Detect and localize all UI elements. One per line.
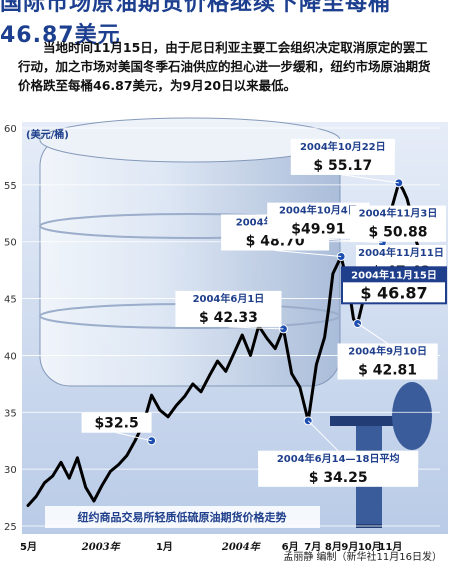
annotation-date: 2004年10月22日 — [300, 140, 386, 153]
x-axis-label: 6月 — [281, 542, 299, 553]
annotation-price: $32.5 — [94, 416, 138, 432]
y-tick-label: 30 — [4, 465, 17, 476]
y-tick-label: 45 — [4, 295, 17, 306]
x-axis-label: 7月 — [304, 542, 322, 553]
y-axis-label: (美元/桶) — [26, 128, 69, 141]
annotation-leader — [342, 174, 399, 184]
annotation-leader — [228, 326, 284, 330]
annotation-price: $ 55.17 — [313, 158, 372, 174]
price-chart: 25 30 35 40 45 50 55 60 (美元/桶) $32.5 2004年6月1日 $ … — [4, 117, 448, 534]
footer-credit: 孟丽静 编制（新华社11月16日发） — [283, 552, 442, 563]
annotation-date-band — [356, 245, 446, 261]
chart-title-box — [45, 506, 320, 528]
annotation-date-band — [175, 290, 282, 306]
annotation-date-band — [290, 138, 395, 154]
annotation-date: 2004年11月11日 — [358, 246, 444, 259]
annotation-leader — [357, 323, 388, 344]
annotation-date: 2004年10月4日 — [279, 204, 358, 217]
y-tick-label: 50 — [4, 238, 17, 249]
x-axis-label: 8月 — [324, 542, 342, 553]
annotation-price: $49.91 — [291, 222, 345, 238]
annotation-leader — [275, 249, 342, 257]
x-axis-label: 1月 — [155, 542, 173, 553]
annotation-leader — [116, 432, 152, 442]
annotation-box — [81, 412, 152, 433]
annotation-price: $ 46.87 — [360, 283, 427, 302]
lede-paragraph: 当地时间11月15日，由于尼日利亚主要工会组织决定取消原定的罢工行动，加之市场对… — [18, 40, 431, 93]
data-point-marker — [394, 178, 404, 188]
annotation-date-band — [337, 343, 438, 359]
annotation-price: $ 34.25 — [309, 470, 368, 486]
chart-title: 纽约商品交易所轻质低硫原油期货价格走势 — [78, 510, 287, 524]
y-tick-label: 60 — [4, 124, 17, 135]
annotation-date-band — [267, 202, 370, 218]
annotation-labels: $32.5 2004年6月1日 $ 42.33 2004年6月14—18日平均 $ 34… — [81, 138, 447, 487]
annotation-date-band — [258, 450, 419, 466]
x-axis-label: 9月 — [341, 542, 359, 553]
annotation-date: 2004年6月14—18日平均 — [277, 452, 400, 465]
headline: 国际市场原油期货价格继续下降至每桶46.87美元 — [0, 0, 392, 48]
annotation-date: 2004年11月3日 — [359, 207, 438, 220]
annotation-price: $ 42.33 — [199, 310, 258, 326]
x-axis-labels: 5月 2003年 1月 2004年 6月 7月 8月 9月 10月 11月 — [0, 536, 450, 553]
y-tick-label: 40 — [4, 351, 17, 362]
annotation-price: $ 50.88 — [369, 225, 428, 241]
x-axis-label: 2004年 — [221, 542, 260, 553]
annotation-date: 2004年11月15日 — [351, 268, 437, 281]
annotation-date: 2004年9月10日 — [348, 344, 427, 357]
y-tick-label: 55 — [4, 181, 17, 192]
annotation-date: 2004年6月1日 — [193, 292, 265, 305]
x-axis-label: 11月 — [378, 542, 403, 553]
x-axis-label: 10月 — [357, 542, 382, 553]
annotation-date-band — [350, 205, 446, 221]
x-axis-label: 2003年 — [81, 542, 120, 553]
annotation-price: $ 42.81 — [358, 362, 417, 378]
annotation-date-band — [342, 267, 446, 283]
y-tick-label: 35 — [4, 408, 17, 419]
y-axis-ticks: 25 30 35 40 45 50 55 60 — [4, 124, 17, 533]
annotation-leader — [307, 420, 339, 452]
x-axis-label: 5月 — [20, 542, 37, 553]
y-tick-label: 25 — [4, 522, 17, 533]
